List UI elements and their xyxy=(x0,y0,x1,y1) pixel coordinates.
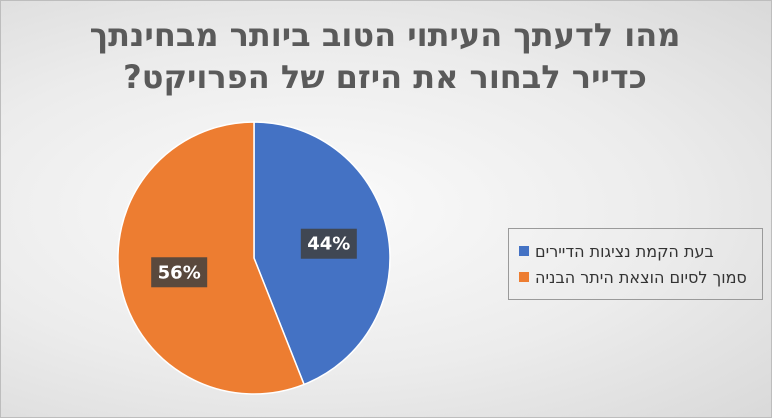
data-label-box-1 xyxy=(151,257,208,288)
data-label-1: 56% xyxy=(151,257,208,288)
legend: בעת הקמת נציגות הדיירים סמוך לסיום הוצאת… xyxy=(508,228,763,300)
chart-title: מהו לדעתך העיתוי הטוב ביותר מבחינתך כדיי… xyxy=(60,14,710,98)
chart-title-line-1: מהו לדעתך העיתוי הטוב ביותר מבחינתך xyxy=(89,16,681,54)
pie-data-labels: 44% 56% xyxy=(151,228,357,288)
data-label-0: 44% xyxy=(300,228,357,259)
legend-label-1: סמוך לסיום הוצאת היתר הבניה xyxy=(535,267,747,287)
data-label-text-1: 56% xyxy=(158,262,201,283)
legend-item-0: בעת הקמת נציגות הדיירים xyxy=(519,238,756,264)
legend-swatch-0 xyxy=(519,246,529,256)
legend-label-0: בעת הקמת נציגות הדיירים xyxy=(535,241,714,261)
data-label-text-0: 44% xyxy=(307,234,350,255)
pie-slice-1 xyxy=(117,121,306,395)
legend-swatch-1 xyxy=(519,272,529,282)
data-label-box-0 xyxy=(300,228,357,259)
chart-title-line-2: כדייר לבחור את היזם של הפרויקט? xyxy=(123,58,647,96)
legend-item-1: סמוך לסיום הוצאת היתר הבניה xyxy=(519,264,756,290)
